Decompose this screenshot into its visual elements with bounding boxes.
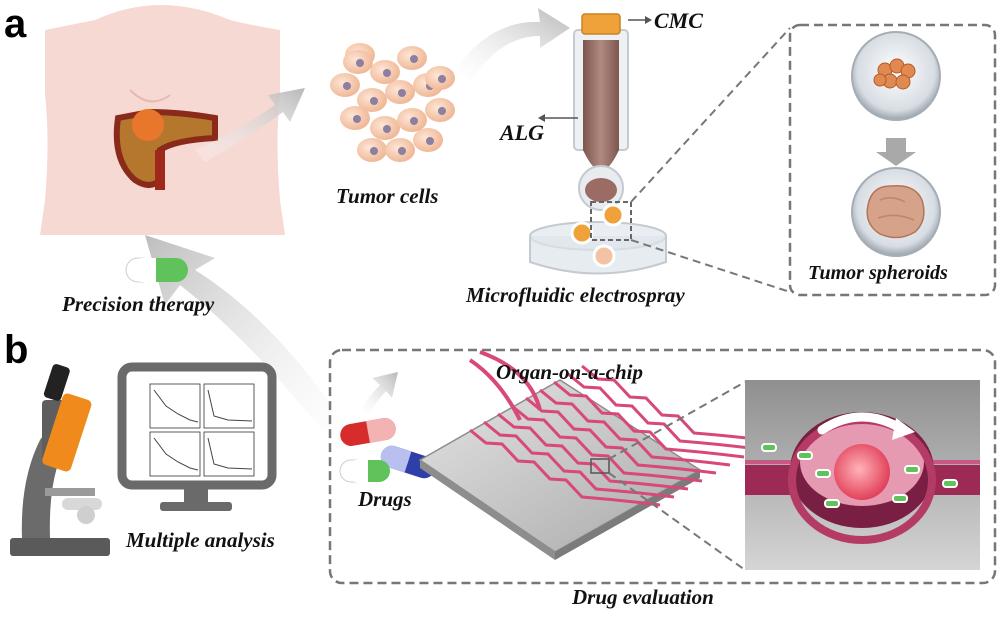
cmc-label: CMC: [654, 8, 703, 33]
flow-arrow-to-chip: [360, 372, 398, 414]
zoom-line-chip-lower: [608, 472, 746, 571]
flow-arrow-to-cells: [195, 88, 305, 162]
chip-channel: [511, 404, 703, 483]
mini-plot-line: [153, 437, 199, 471]
down-arrow-icon: [876, 138, 916, 166]
capsule-icon: [125, 257, 188, 283]
zoom-line-upper: [630, 27, 791, 203]
cell-nucleus: [410, 117, 418, 125]
drug-evaluation-box: [328, 348, 997, 585]
organ-chip-icon: [418, 350, 773, 560]
chip-channel: [483, 420, 675, 499]
chip-channel: [497, 412, 689, 491]
flow-arrow-to-therapy: [145, 235, 345, 440]
cell-nucleus: [438, 75, 446, 83]
panel-label-a: a: [4, 2, 27, 46]
chip-channel: [525, 396, 717, 475]
drugs-label: Drugs: [358, 487, 412, 511]
flow-arrow-to-syringe: [455, 8, 570, 82]
cell-nucleus: [438, 107, 446, 115]
mini-plot-line: [153, 389, 199, 423]
mini-plot-line: [207, 389, 253, 422]
cell-nucleus: [398, 147, 406, 155]
electrospray-syringe: [538, 13, 652, 211]
mini-plot-frame: [149, 383, 201, 429]
panel-label-b: b: [4, 328, 29, 372]
cell-nucleus: [343, 82, 351, 90]
mini-plot-grid: [149, 383, 255, 477]
chip-channel: [567, 372, 759, 451]
cell-nucleus: [383, 69, 391, 77]
cell-nucleus: [426, 137, 434, 145]
chip-channel: [539, 388, 731, 467]
zoom-line-chip-upper: [608, 381, 746, 460]
spheroid-well-icon: [851, 31, 941, 257]
cell-nucleus: [383, 125, 391, 133]
alg-label: ALG: [500, 120, 544, 145]
collection-dish: [529, 201, 667, 275]
chip-channel: [553, 380, 745, 459]
chip-chamber-zoom: [745, 380, 980, 570]
chip-channel: [469, 428, 661, 507]
drug-capsules: [339, 418, 436, 483]
cell-nucleus: [356, 59, 364, 67]
cell-nucleus: [353, 115, 361, 123]
tumor-cells-label: Tumor cells: [336, 184, 439, 208]
organ-on-a-chip-label: Organ-on-a-chip: [496, 360, 644, 384]
cell-nucleus: [370, 147, 378, 155]
tumor-cells-cluster: [330, 43, 455, 162]
spheroid-box: [788, 23, 997, 297]
tumor-spheroids-label: Tumor spheroids: [808, 262, 948, 284]
cell-nucleus: [410, 55, 418, 63]
pancreas-tumor-icon: [113, 108, 218, 190]
precision-therapy-label: Precision therapy: [62, 292, 215, 316]
cell-nucleus: [398, 89, 406, 97]
drug-evaluation-label: Drug evaluation: [572, 585, 714, 609]
cell-nucleus: [370, 97, 378, 105]
microscope-icon: [10, 364, 110, 556]
microfluidic-electrospray-label: Microfluidic electrospray: [466, 283, 685, 307]
zoom-line-lower: [630, 239, 791, 293]
mini-plot-line: [207, 437, 253, 470]
mini-plot-frame: [149, 431, 201, 477]
monitor-icon: [117, 362, 277, 511]
multiple-analysis-label: Multiple analysis: [126, 528, 275, 552]
